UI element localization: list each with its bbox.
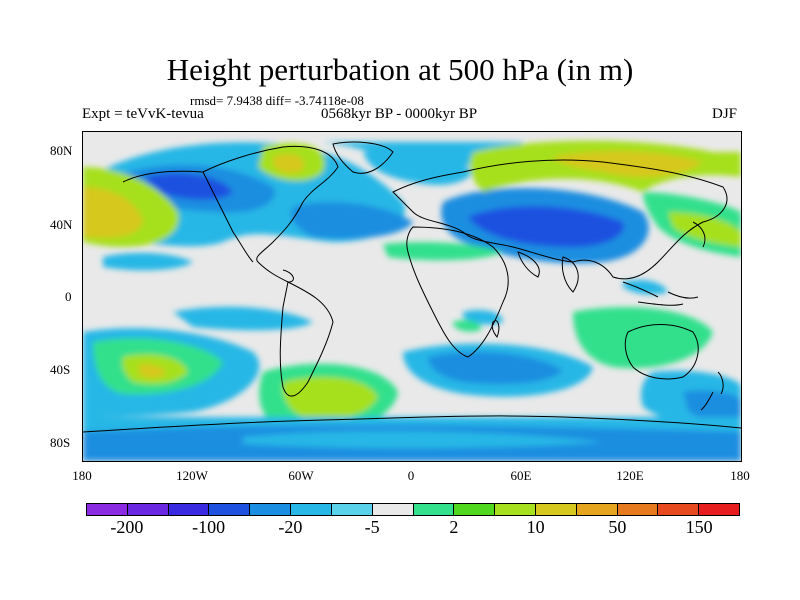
colorbar-box	[617, 504, 659, 515]
colorbar-box	[372, 504, 414, 515]
colorbar-box	[209, 504, 251, 515]
lat-tick-80s: 80S	[50, 435, 71, 450]
colorbar-label: -200	[110, 517, 144, 537]
lat-tick-40s: 40S	[50, 362, 71, 377]
lon-tick-60w: 60W	[288, 468, 314, 483]
season-label: DJF	[712, 106, 738, 122]
lat-tick-0: 0	[65, 289, 72, 304]
colorbar-box	[454, 504, 496, 515]
colorbar-label: 50	[608, 517, 627, 537]
colorbar-box	[291, 504, 332, 515]
lon-tick-180e: 180	[730, 468, 750, 483]
colorbar-label: -5	[364, 517, 380, 537]
colorbar-box	[576, 504, 618, 515]
colorbar-box	[127, 504, 169, 515]
colorbar-box	[168, 504, 210, 515]
colorbar-label: -100	[192, 517, 226, 537]
colorbar-box	[495, 504, 536, 515]
stats-line: rmsd= 7.9438 diff= -3.74118e-08	[190, 93, 364, 108]
colorbar-label: -20	[278, 517, 303, 537]
colorbar-label: 150	[685, 517, 713, 537]
lon-tick-0: 0	[407, 468, 415, 483]
colorbar	[86, 503, 740, 516]
colorbar-box	[250, 504, 292, 515]
lon-tick-180w: 180	[72, 468, 92, 483]
lat-tick-80n: 80N	[50, 143, 73, 158]
colorbar-box	[535, 504, 577, 515]
colorbar-label: 2	[449, 517, 459, 537]
lon-tick-60e: 60E	[510, 468, 532, 483]
period-label: 0568kyr BP - 0000kyr BP	[321, 106, 478, 122]
colorbar-box	[87, 504, 128, 515]
map-title: Height perturbation at 500 hPa (in m)	[166, 52, 634, 87]
map-contours	[83, 132, 741, 461]
lon-tick-120w: 120W	[176, 468, 208, 483]
colorbar-box	[699, 504, 739, 515]
colorbar-box	[658, 504, 700, 515]
colorbar-box	[413, 504, 455, 515]
lat-tick-40n: 40N	[50, 217, 73, 232]
experiment-label: Expt = teVvK-tevua	[82, 106, 204, 122]
colorbar-box	[331, 504, 373, 515]
map-panel	[82, 131, 742, 462]
colorbar-label: 10	[526, 517, 545, 537]
lon-tick-120e: 120E	[616, 468, 644, 483]
